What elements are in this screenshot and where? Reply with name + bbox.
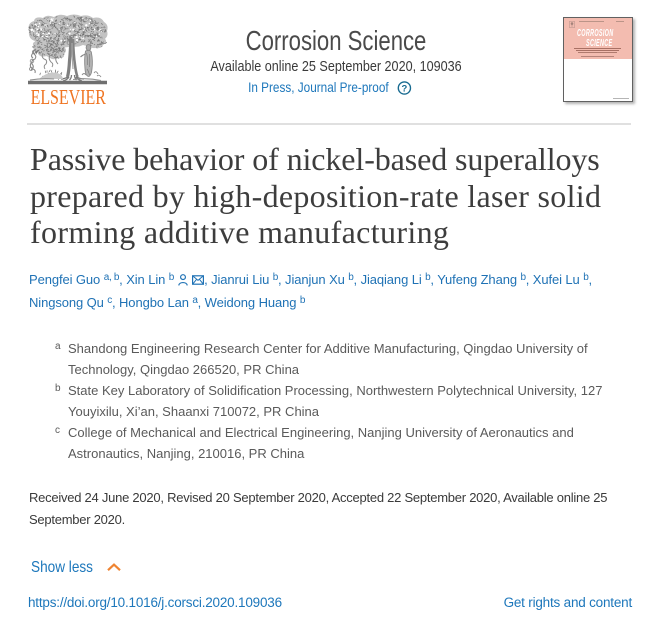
svg-text:?: ? [402,83,408,94]
svg-text:ELSEVIER: ELSEVIER [31,86,107,107]
